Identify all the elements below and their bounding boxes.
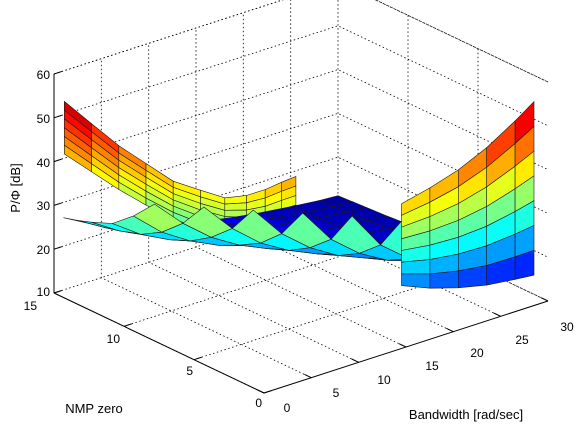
surface-patch (514, 249, 535, 280)
grid-line (123, 15, 409, 327)
x-tick-mark (256, 389, 265, 394)
x-tick-label: 20 (470, 346, 484, 360)
grid-line (193, 48, 479, 361)
grid-line (100, 58, 312, 379)
surface-mesh (63, 100, 535, 289)
x-tick-mark (351, 358, 359, 363)
grid-line (53, 0, 549, 83)
z-tick-mark (53, 246, 62, 250)
z-tick-label: 60 (37, 68, 51, 82)
x-tick-mark (398, 343, 407, 348)
surface-patch (429, 270, 459, 289)
grid-line (374, 0, 549, 83)
x-tick-label: 5 (333, 386, 340, 400)
z-tick-mark (53, 290, 62, 294)
grid-line (53, 0, 284, 75)
x-tick-label: 15 (425, 359, 439, 373)
y-tick-label: 5 (186, 364, 193, 378)
grid-line (53, 25, 549, 127)
x-axis-label: Bandwidth [rad/sec] (409, 407, 523, 422)
z-tick-mark (53, 114, 62, 119)
surface-patch (224, 202, 247, 211)
x-tick-label: 30 (560, 320, 574, 334)
x-tick-mark (493, 312, 501, 317)
z-tick-mark (53, 71, 62, 75)
y-tick-label: 0 (255, 396, 262, 410)
z-tick-label: 50 (37, 112, 51, 126)
y-tick-label: 10 (107, 332, 121, 346)
grid-line (148, 43, 359, 363)
z-axis-label: P/Φ [dB] (8, 163, 23, 212)
surface-patch (401, 259, 431, 275)
y-tick-mark (123, 323, 132, 327)
x-tick-label: 25 (515, 333, 529, 347)
z-tick-label: 20 (37, 243, 51, 257)
x-tick-label: 0 (284, 401, 291, 415)
z-tick-label: 10 (37, 285, 51, 299)
y-axis-label: NMP zero (65, 401, 123, 416)
tick-marks (53, 71, 549, 394)
z-tick-mark (53, 202, 62, 206)
x-tick-mark (304, 373, 312, 379)
x-tick-mark (446, 327, 454, 333)
y-tick-mark (263, 390, 272, 394)
grid-line (195, 28, 407, 348)
y-axis-line (53, 292, 265, 394)
z-tick-label: 30 (37, 199, 51, 213)
surface-patch (401, 273, 431, 289)
z-tick-mark (53, 158, 62, 163)
x-tick-mark (540, 297, 549, 302)
y-tick-mark (193, 356, 202, 361)
z-tick-label: 40 (37, 156, 51, 170)
y-tick-label: 15 (24, 299, 38, 313)
x-tick-label: 10 (377, 373, 391, 387)
